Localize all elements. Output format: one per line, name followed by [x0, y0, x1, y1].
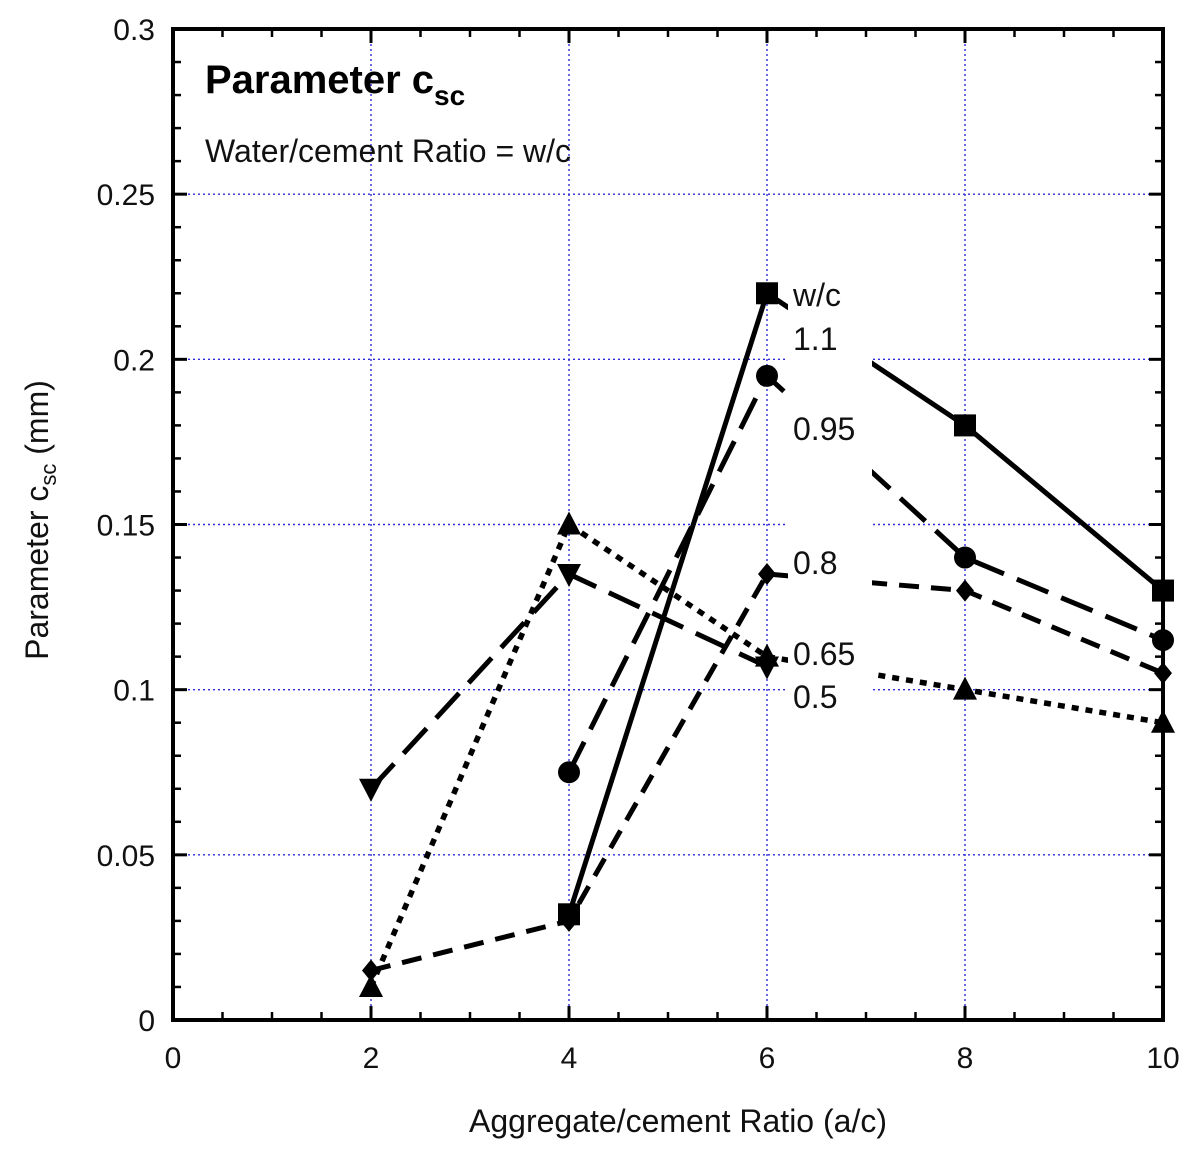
data-point-triangle-down [557, 564, 581, 588]
chart-title: Parameter csc [205, 58, 465, 111]
data-point-triangle-down [755, 656, 779, 680]
series-label: 0.65 [793, 636, 855, 672]
data-point-diamond [758, 563, 776, 586]
label-backdrop [788, 275, 872, 715]
series-label: 0.95 [793, 411, 855, 447]
data-point-circle [756, 364, 778, 387]
x-tick-label: 6 [759, 1042, 776, 1075]
y-axis-title-main: Parameter c [19, 486, 55, 660]
x-tick-label: 4 [561, 1042, 578, 1075]
series-0-5 [359, 564, 779, 802]
chart-title-subscript: sc [434, 80, 465, 111]
series-label: 1.1 [793, 321, 837, 357]
x-tick-label: 2 [363, 1042, 380, 1075]
chart-subtitle: Water/cement Ratio = w/c [205, 133, 571, 169]
axis-tick-labels: 0 2 4 6 8 10 0 0.05 0.1 0.15 0.2 0.25 0.3 [97, 14, 1180, 1075]
data-point-triangle-up [359, 973, 383, 997]
series-labels: 1.1 0.95 0.8 0.65 0.5 [788, 275, 872, 715]
y-tick-label: 0.25 [97, 179, 155, 212]
y-tick-label: 0.05 [97, 840, 155, 873]
data-point-triangle-up [953, 676, 977, 700]
x-axis-title: Aggregate/cement Ratio (a/c) [469, 1103, 887, 1139]
y-tick-label: 0.15 [97, 510, 155, 543]
x-tick-label: 10 [1146, 1042, 1179, 1075]
series-line [370, 571, 1164, 973]
data-point-circle [558, 761, 580, 784]
data-point-diamond [362, 959, 380, 982]
data-point-diamond [956, 579, 974, 602]
data-point-triangle-down [359, 778, 383, 802]
y-axis-title-subscript: sc [36, 464, 61, 486]
y-tick-label: 0.2 [113, 344, 155, 377]
y-tick-label: 0 [138, 1005, 155, 1038]
legend-title: w/c [792, 277, 841, 313]
plot-frame [171, 27, 1165, 1022]
data-point-triangle-up [557, 511, 581, 535]
series-label: 0.5 [793, 679, 837, 715]
data-point-square [756, 282, 778, 305]
y-tick-label: 0.3 [113, 14, 155, 47]
y-tick-label: 0.1 [113, 675, 155, 708]
data-point-square [954, 414, 976, 437]
y-axis-title-unit: (mm) [19, 380, 55, 464]
x-tick-label: 0 [165, 1042, 182, 1075]
chart-title-main: Parameter c [205, 58, 434, 102]
series-label: 0.8 [793, 545, 837, 581]
grid-layer [173, 29, 1163, 1020]
series-0-8 [362, 563, 1172, 982]
data-point-circle [954, 546, 976, 569]
data-point-diamond [560, 909, 578, 932]
y-axis-title: Parameter csc (mm) [19, 380, 61, 660]
series-line [368, 521, 1164, 989]
x-tick-label: 8 [957, 1042, 974, 1075]
